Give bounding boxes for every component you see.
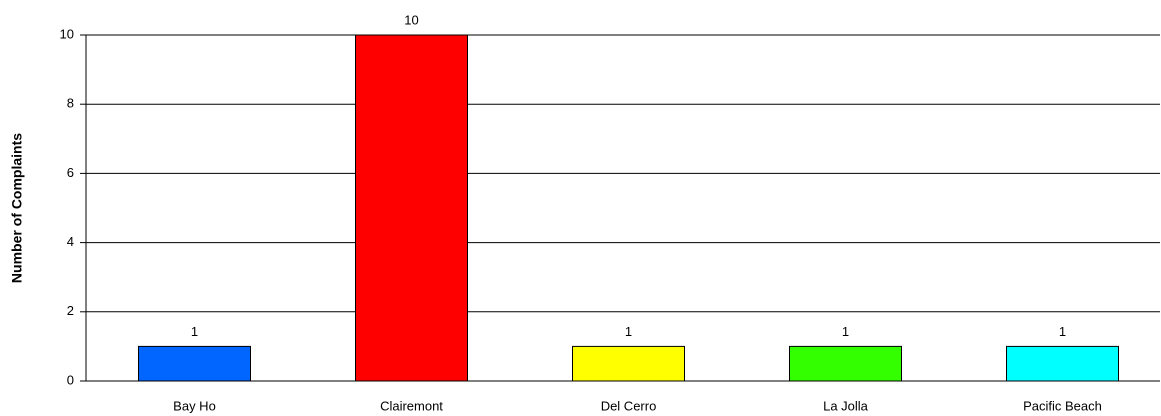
x-tick-label: Clairemont [380,398,443,413]
bar [572,345,685,382]
x-tick-label: Pacific Beach [1023,398,1102,413]
bar [1006,345,1119,382]
data-label: 10 [404,12,418,27]
y-tick-label: 2 [67,303,74,318]
y-tick-label: 8 [67,96,74,111]
bar [355,34,468,382]
y-axis-label: Number of Complaints [9,133,25,283]
data-label: 1 [191,324,198,339]
bar [138,345,251,382]
x-tick-label: La Jolla [823,398,869,413]
y-tick-label: 6 [67,165,74,180]
y-tick-label: 0 [67,372,74,387]
bar [789,345,902,382]
data-label: 1 [1059,324,1066,339]
y-tick-label: 4 [67,234,74,249]
x-tick-label: Bay Ho [173,398,216,413]
data-label: 1 [625,324,632,339]
y-tick-label: 10 [60,26,74,41]
x-tick-label: Del Cerro [601,398,657,413]
data-label: 1 [842,324,849,339]
